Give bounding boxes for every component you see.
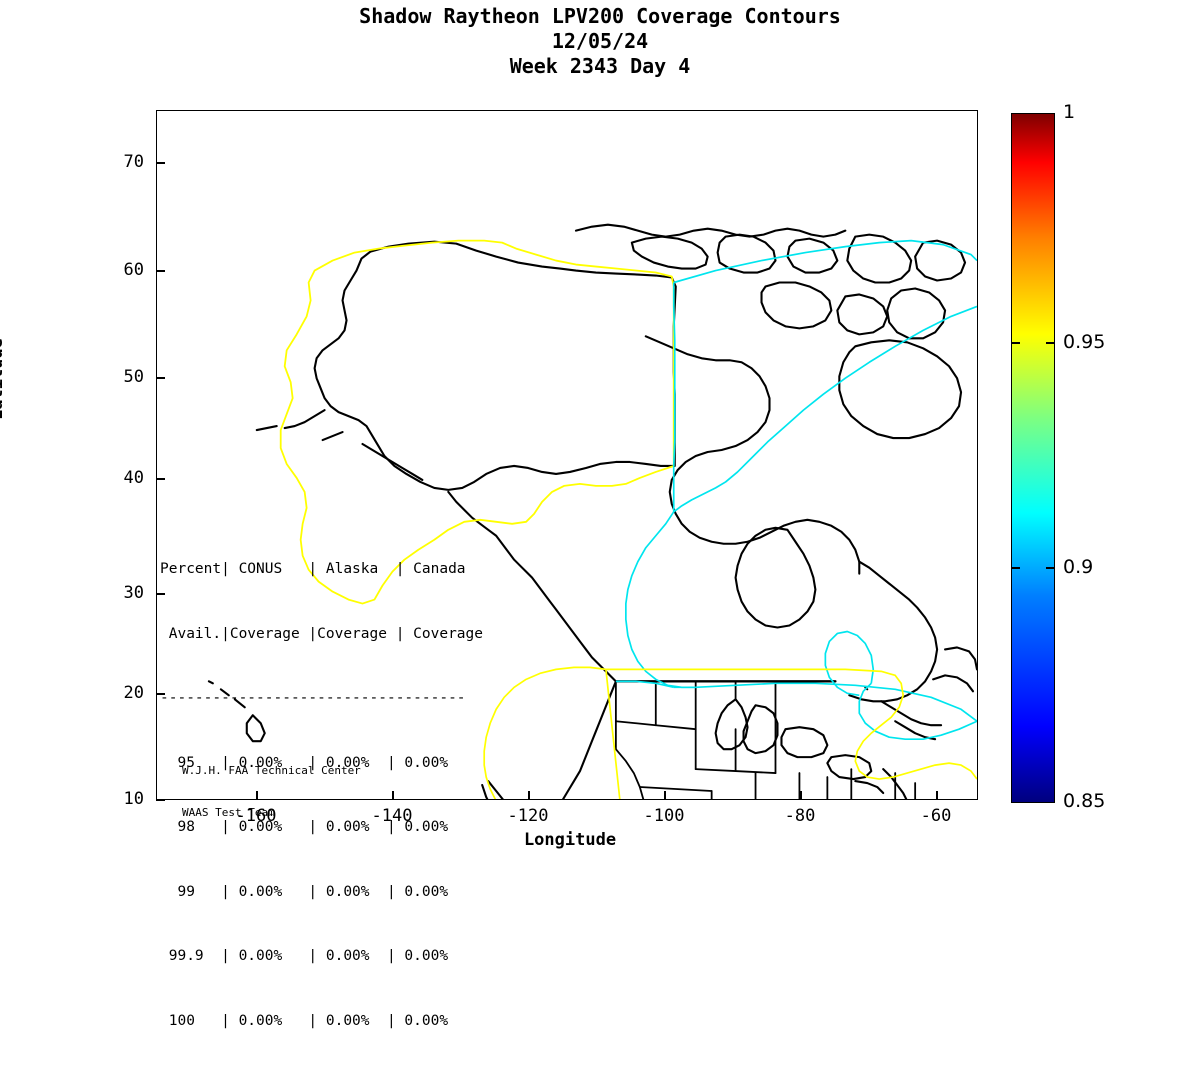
stats-separator: ----------------------------------- (160, 690, 466, 706)
colorbar-tick-095-right (1046, 342, 1055, 344)
xtick-mark-minus140 (392, 791, 394, 800)
ytick-mark-30 (156, 593, 165, 595)
table-row: 95 | 0.00% | 0.00% | 0.00% (160, 754, 449, 771)
table-row: 99 | 0.00% | 0.00% | 0.00% (160, 883, 449, 900)
credit-line-2: WAAS Test Team (182, 806, 275, 819)
colorbar-label-09: 0.9 (1063, 556, 1094, 578)
colorbar-gradient (1011, 113, 1055, 803)
colorbar-label-085: 0.85 (1063, 790, 1106, 812)
map-canvas (207, 223, 977, 799)
credit-line-1: W.J.H. FAA Technical Center (182, 764, 361, 777)
xtick-mark-minus60 (936, 791, 938, 800)
table-row: 99.9 | 0.00% | 0.00% | 0.00% (160, 948, 449, 964)
ytick-label-40: 40 (123, 468, 144, 488)
us-state-boundaries-layer (614, 680, 917, 799)
xtick-mark-minus160 (256, 791, 258, 800)
canada-service-volume (615, 239, 977, 741)
xtick-mark-minus120 (528, 791, 530, 800)
colorbar-tick-095-left (1011, 342, 1020, 344)
y-axis-label: Latitude (0, 338, 7, 420)
ytick-mark-50 (156, 377, 165, 379)
title-line-3: Week 2343 Day 4 (509, 54, 691, 78)
xtick-label-minus120: -120 (507, 806, 549, 826)
ytick-label-30: 30 (123, 583, 144, 603)
xtick-label-minus140: -140 (371, 806, 413, 826)
stats-header-row-2: Avail.|Coverage |Coverage | Coverage (160, 625, 484, 642)
table-row: 100 | 0.00% | 0.00% | 0.00% (160, 1012, 449, 1029)
map-plot-area (156, 110, 978, 800)
x-axis-label: Longitude (523, 830, 617, 850)
ytick-mark-60 (156, 270, 165, 272)
title-line-2: 12/05/24 (551, 29, 649, 53)
ytick-label-20: 20 (123, 683, 144, 703)
xtick-label-minus100: -100 (643, 806, 685, 826)
table-row: 98 | 0.00% | 0.00% | 0.00% (160, 819, 449, 835)
stats-header-row-1: Percent| CONUS | Alaska | Canada (160, 561, 466, 577)
ytick-mark-20 (156, 693, 165, 695)
credit-block: W.J.H. FAA Technical Center WAAS Test Te… (182, 736, 361, 848)
title-line-1: Shadow Raytheon LPV200 Coverage Contours (359, 4, 841, 28)
colorbar-label-1: 1 (1063, 101, 1076, 123)
xtick-mark-minus100 (664, 791, 666, 800)
ytick-mark-40 (156, 478, 165, 480)
xtick-label-minus60: -60 (920, 806, 952, 826)
xtick-label-minus160: -160 (235, 806, 277, 826)
ytick-label-60: 60 (123, 260, 144, 280)
ytick-mark-10 (156, 799, 165, 801)
alaska-service-volume (279, 239, 675, 605)
ytick-label-50: 50 (123, 367, 144, 387)
xtick-label-minus80: -80 (784, 806, 816, 826)
coastlines-layer (207, 223, 977, 799)
colorbar: 1 0.95 0.9 0.85 (1011, 103, 1105, 811)
ytick-label-10: 10 (123, 789, 144, 809)
xtick-mark-minus80 (800, 791, 802, 800)
colorbar-label-095: 0.95 (1063, 331, 1106, 353)
ytick-mark-70 (156, 162, 165, 164)
conus-service-volume (483, 666, 977, 799)
chart-title: Shadow Raytheon LPV200 Coverage Contours… (0, 4, 1200, 79)
colorbar-tick-09-left (1011, 567, 1020, 569)
ytick-label-70: 70 (123, 152, 144, 172)
colorbar-tick-09-right (1046, 567, 1055, 569)
